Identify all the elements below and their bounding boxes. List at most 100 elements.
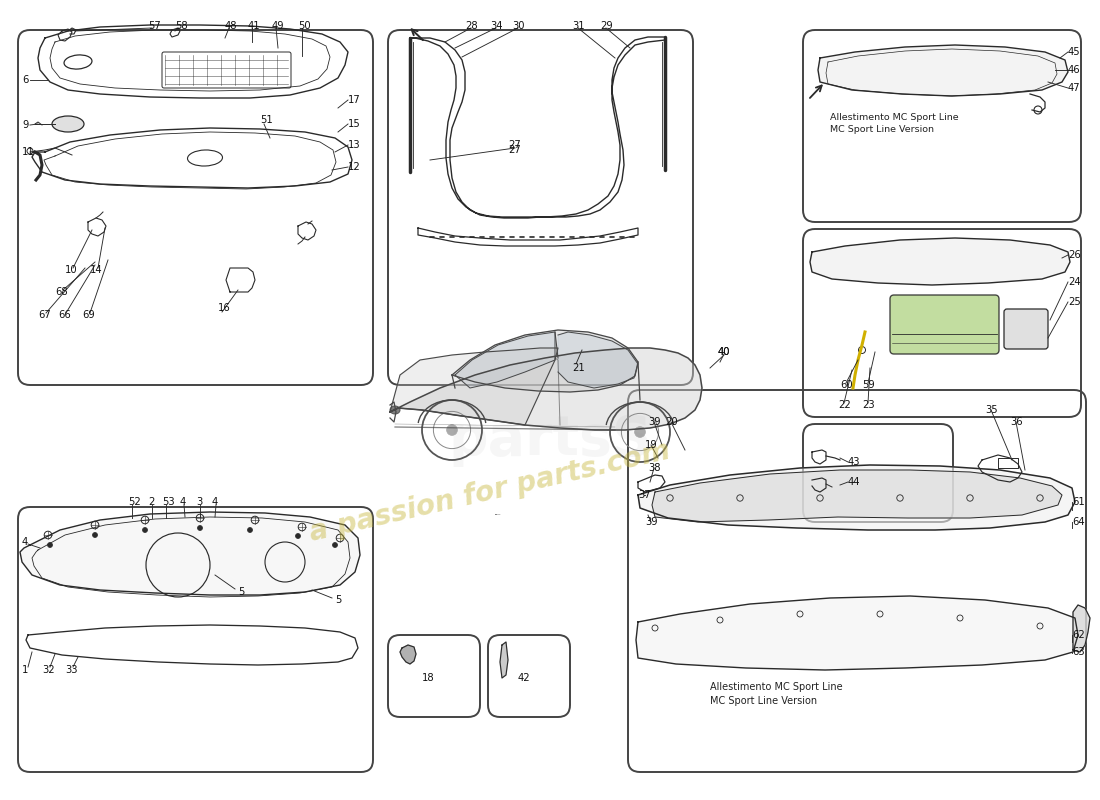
- Text: 9: 9: [22, 120, 29, 130]
- Polygon shape: [558, 332, 638, 388]
- Text: 12: 12: [348, 162, 361, 172]
- Text: 30: 30: [512, 21, 525, 31]
- Text: 42: 42: [518, 673, 530, 683]
- Polygon shape: [500, 642, 508, 678]
- Polygon shape: [638, 465, 1075, 530]
- Text: 68: 68: [55, 287, 67, 297]
- Text: 51: 51: [260, 115, 273, 125]
- Text: 34: 34: [490, 21, 503, 31]
- Text: 40: 40: [718, 347, 730, 357]
- Text: 31: 31: [572, 21, 584, 31]
- Text: partsS: partsS: [448, 413, 652, 467]
- Text: 37: 37: [638, 490, 650, 500]
- Circle shape: [296, 534, 300, 538]
- Text: 35: 35: [984, 405, 998, 415]
- Text: 29: 29: [600, 21, 613, 31]
- Text: 24: 24: [1068, 277, 1080, 287]
- Polygon shape: [1072, 605, 1090, 652]
- Text: 47: 47: [1068, 83, 1080, 93]
- Text: 6: 6: [22, 75, 29, 85]
- Polygon shape: [452, 330, 638, 392]
- Text: 23: 23: [862, 400, 874, 410]
- Text: 27: 27: [508, 145, 520, 155]
- Circle shape: [332, 542, 338, 547]
- Text: 15: 15: [348, 119, 361, 129]
- Text: 26: 26: [1068, 250, 1080, 260]
- Text: 64: 64: [1072, 517, 1085, 527]
- Text: 25: 25: [1068, 297, 1080, 307]
- Circle shape: [248, 527, 253, 533]
- Polygon shape: [390, 348, 558, 425]
- Circle shape: [635, 426, 646, 438]
- Polygon shape: [636, 596, 1078, 670]
- Text: Allestimento MC Sport Line: Allestimento MC Sport Line: [710, 682, 843, 692]
- Text: 41: 41: [248, 21, 261, 31]
- Text: 18: 18: [422, 673, 435, 683]
- Text: 66: 66: [58, 310, 70, 320]
- Text: 69: 69: [82, 310, 95, 320]
- Text: 60: 60: [840, 380, 852, 390]
- Text: 40: 40: [718, 347, 730, 357]
- Text: 3: 3: [196, 497, 202, 507]
- Text: 22: 22: [838, 400, 850, 410]
- Circle shape: [143, 527, 147, 533]
- Polygon shape: [400, 645, 416, 664]
- FancyBboxPatch shape: [890, 295, 999, 354]
- Text: 44: 44: [848, 477, 860, 487]
- Polygon shape: [455, 332, 556, 388]
- Text: 28: 28: [465, 21, 477, 31]
- Text: 13: 13: [348, 140, 361, 150]
- Text: 53: 53: [162, 497, 175, 507]
- Text: 52: 52: [128, 497, 141, 507]
- Text: 1: 1: [22, 665, 29, 675]
- Ellipse shape: [52, 116, 84, 132]
- Text: 46: 46: [1068, 65, 1080, 75]
- Text: 14: 14: [90, 265, 102, 275]
- Polygon shape: [810, 238, 1070, 285]
- Text: 43: 43: [848, 457, 860, 467]
- Text: 39: 39: [645, 517, 658, 527]
- Text: 57: 57: [148, 21, 161, 31]
- Text: 5: 5: [238, 587, 244, 597]
- Text: 21: 21: [572, 363, 585, 373]
- Text: 39: 39: [648, 417, 661, 427]
- Polygon shape: [390, 348, 702, 430]
- Text: 17: 17: [348, 95, 361, 105]
- Polygon shape: [818, 45, 1068, 96]
- Text: 58: 58: [175, 21, 188, 31]
- Text: a passion for parts.com: a passion for parts.com: [307, 437, 673, 547]
- Polygon shape: [20, 512, 360, 595]
- Circle shape: [47, 542, 53, 547]
- Text: 63: 63: [1072, 647, 1085, 657]
- Text: Allestimento MC Sport Line: Allestimento MC Sport Line: [830, 113, 958, 122]
- Circle shape: [92, 533, 98, 538]
- Text: 62: 62: [1072, 630, 1085, 640]
- Text: 16: 16: [218, 303, 231, 313]
- Text: 49: 49: [272, 21, 285, 31]
- Circle shape: [198, 526, 202, 530]
- Text: 20: 20: [666, 417, 678, 427]
- Text: 50: 50: [298, 21, 310, 31]
- Text: 67: 67: [39, 310, 51, 320]
- Circle shape: [447, 425, 458, 435]
- Text: 33: 33: [65, 665, 77, 675]
- Text: 45: 45: [1068, 47, 1080, 57]
- Text: 5: 5: [336, 595, 341, 605]
- Text: 10: 10: [65, 265, 78, 275]
- Text: 11: 11: [22, 147, 35, 157]
- Text: MC Sport Line Version: MC Sport Line Version: [830, 125, 934, 134]
- Text: 4: 4: [212, 497, 218, 507]
- Text: 27: 27: [508, 140, 520, 150]
- Polygon shape: [652, 470, 1062, 522]
- FancyBboxPatch shape: [1004, 309, 1048, 349]
- Text: #c8b840: #c8b840: [495, 514, 502, 515]
- Text: 48: 48: [226, 21, 238, 31]
- Text: 32: 32: [42, 665, 55, 675]
- Ellipse shape: [390, 406, 400, 414]
- Text: 36: 36: [1010, 417, 1023, 427]
- Text: MC Sport Line Version: MC Sport Line Version: [710, 696, 817, 706]
- Text: 4: 4: [180, 497, 186, 507]
- Text: 4: 4: [22, 537, 29, 547]
- Text: 38: 38: [648, 463, 660, 473]
- Text: 59: 59: [862, 380, 874, 390]
